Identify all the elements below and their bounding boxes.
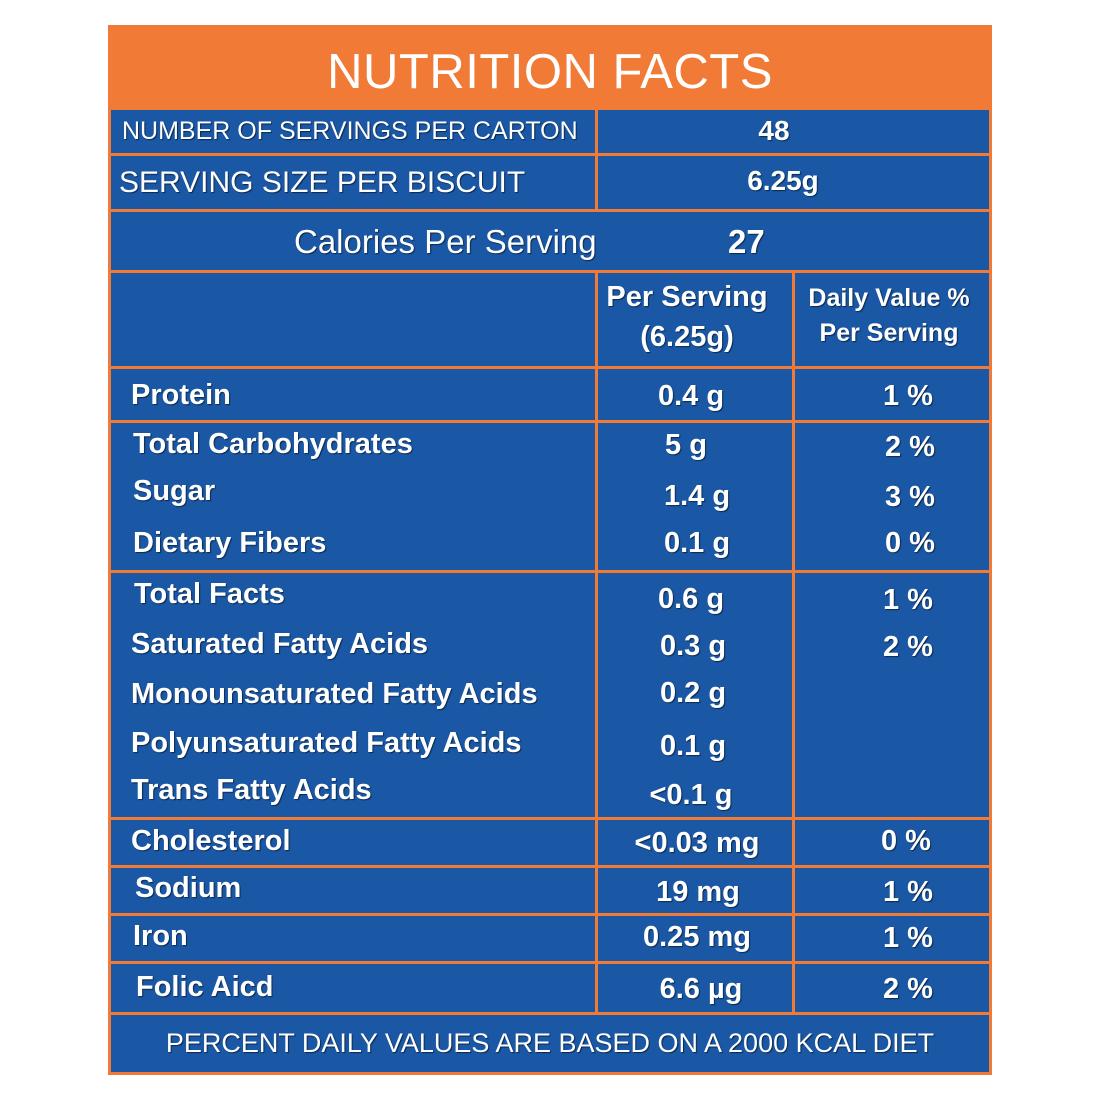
fat-name-1: Saturated Fatty Acids: [131, 628, 429, 660]
serving-size-label-cell: SERVING SIZE PER BISCUIT: [111, 156, 595, 209]
carbohydrates-dv-cell: 2 % 3 % 0 %: [795, 423, 989, 570]
servings-label-cell: NUMBER OF SERVINGS PER CARTON: [111, 110, 595, 153]
carb-name-0: Total Carbohydrates: [133, 428, 413, 460]
carb-dv-0: 2 %: [885, 431, 935, 463]
serving-size-value: 6.25g: [747, 165, 819, 196]
sodium-name: Sodium: [135, 872, 242, 904]
iron-name-cell: Iron: [111, 916, 595, 961]
fats-amount-cell: 0.6 g 0.3 g 0.2 g 0.1 g <0.1 g: [598, 573, 792, 817]
fats-dv-cell: 1 % 2 %: [795, 573, 989, 817]
cholesterol-amount: <0.03 mg: [634, 827, 760, 859]
carb-amount-1: 1.4 g: [663, 480, 731, 512]
fat-name-0: Total Facts: [134, 578, 285, 610]
carb-name-1: Sugar: [133, 475, 216, 507]
daily-value-subheader: Per Serving: [819, 319, 959, 347]
fat-amount-4: <0.1 g: [649, 779, 733, 811]
sodium-dv-cell: 1 %: [795, 868, 989, 913]
per-serving-amount-header: (6.25g): [640, 321, 734, 353]
fat-amount-3: 0.1 g: [659, 730, 727, 762]
daily-value-header-cell: Daily Value % Per Serving: [795, 273, 989, 366]
folic-acid-amount: 6.6 µg: [659, 973, 743, 1005]
protein-dv: 1 %: [883, 380, 933, 412]
protein-name: Protein: [131, 379, 231, 411]
sodium-name-cell: Sodium: [111, 868, 595, 913]
carb-amount-2: 0.1 g: [663, 527, 731, 559]
cholesterol-dv: 0 %: [881, 825, 931, 857]
fat-name-4: Trans Fatty Acids: [131, 774, 372, 806]
carb-name-2: Dietary Fibers: [133, 527, 327, 559]
iron-amount-cell: 0.25 mg: [598, 916, 792, 961]
fat-name-2: Monounsaturated Fatty Acids: [131, 678, 538, 710]
fat-amount-2: 0.2 g: [659, 677, 727, 709]
fat-amount-1: 0.3 g: [659, 630, 727, 662]
serving-size-label: SERVING SIZE PER BISCUIT: [119, 166, 526, 199]
serving-size-value-cell: 6.25g: [598, 156, 989, 209]
cholesterol-name-cell: Cholesterol: [111, 820, 595, 865]
sodium-dv: 1 %: [883, 876, 933, 908]
fat-amount-0: 0.6 g: [657, 583, 725, 615]
iron-amount: 0.25 mg: [643, 921, 751, 953]
folic-acid-dv-cell: 2 %: [795, 964, 989, 1012]
cholesterol-name: Cholesterol: [131, 825, 291, 857]
sodium-amount-cell: 19 mg: [598, 868, 792, 913]
carb-dv-1: 3 %: [885, 481, 935, 513]
servings-value-cell: 48: [598, 110, 989, 153]
panel-title: NUTRITION FACTS: [327, 45, 773, 99]
footer-cell: PERCENT DAILY VALUES ARE BASED ON A 2000…: [111, 1015, 989, 1072]
daily-value-header: Daily Value %: [808, 284, 970, 312]
servings-per-carton-value: 48: [758, 115, 790, 146]
header-blank-cell: [111, 273, 595, 366]
footer-note: PERCENT DAILY VALUES ARE BASED ON A 2000…: [165, 1028, 935, 1058]
carb-amount-0: 5 g: [665, 429, 707, 461]
folic-acid-amount-cell: 6.6 µg: [598, 964, 792, 1012]
folic-acid-name-cell: Folic Aicd: [111, 964, 595, 1012]
per-serving-header: Per Serving: [606, 281, 768, 313]
per-serving-header-cell: Per Serving (6.25g): [598, 273, 792, 366]
fat-dv-0: 1 %: [883, 584, 933, 616]
cholesterol-dv-cell: 0 %: [795, 820, 989, 865]
folic-acid-name: Folic Aicd: [136, 971, 274, 1003]
fat-dv-1: 2 %: [883, 631, 933, 663]
carbohydrates-name-cell: Total Carbohydrates Sugar Dietary Fibers: [111, 423, 595, 570]
protein-name-cell: Protein: [111, 369, 595, 420]
protein-amount: 0.4 g: [657, 380, 725, 412]
calories-value: 27: [728, 223, 765, 260]
iron-dv-cell: 1 %: [795, 916, 989, 961]
carb-dv-2: 0 %: [885, 527, 935, 559]
nutrition-facts-panel: NUTRITION FACTS NUMBER OF SERVINGS PER C…: [108, 25, 992, 1075]
cholesterol-amount-cell: <0.03 mg: [598, 820, 792, 865]
folic-acid-dv: 2 %: [883, 973, 933, 1005]
sodium-amount: 19 mg: [656, 876, 740, 908]
iron-dv: 1 %: [883, 922, 933, 954]
carbohydrates-amount-cell: 5 g 1.4 g 0.1 g: [598, 423, 792, 570]
servings-per-carton-label: NUMBER OF SERVINGS PER CARTON: [122, 117, 578, 145]
calories-label: Calories Per Serving: [294, 223, 597, 260]
calories-cell: Calories Per Serving 27: [111, 212, 989, 270]
fat-name-3: Polyunsaturated Fatty Acids: [131, 727, 522, 759]
fats-name-cell: Total Facts Saturated Fatty Acids Monoun…: [111, 573, 595, 817]
iron-name: Iron: [133, 920, 188, 952]
protein-amount-cell: 0.4 g: [598, 369, 792, 420]
protein-dv-cell: 1 %: [795, 369, 989, 420]
